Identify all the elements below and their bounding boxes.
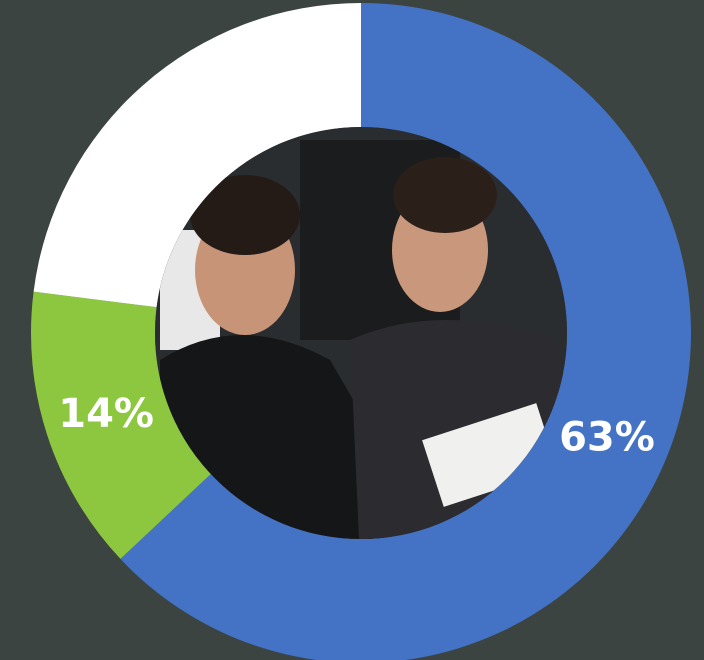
chart: 63% 14% [0, 0, 704, 660]
value-label: 14% [58, 391, 154, 437]
value-label: 63% [559, 414, 655, 460]
page: 63%14% (() => { const data = JSON.parse(… [0, 0, 704, 660]
photo-hair-right [393, 157, 497, 233]
